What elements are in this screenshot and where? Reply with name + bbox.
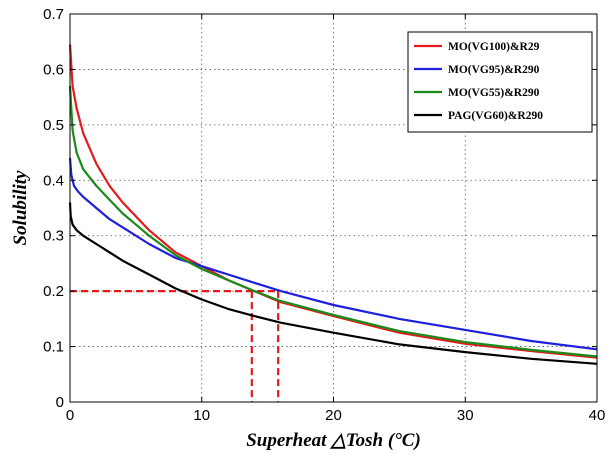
series-lines <box>68 44 598 365</box>
x-tick-label: 10 <box>193 407 210 424</box>
legend-label: PAG(VG60)&R290 <box>448 110 543 122</box>
series-line-4 <box>68 202 598 365</box>
x-axis-label: Superheat △Tosh (°C) <box>246 430 421 451</box>
legend-label: MO(VG55)&R290 <box>448 87 540 99</box>
y-tick-label: 0.7 <box>43 6 64 23</box>
legend-label: MO(VG95)&R290 <box>448 64 540 76</box>
x-tick-label: 40 <box>589 407 606 424</box>
series-line-1 <box>68 44 598 359</box>
x-tick-label: 20 <box>325 407 342 424</box>
axis-ticks: 0 10 20 30 40 0 0.1 0.2 0.3 0.4 0.5 0.6 0.7 <box>43 6 605 424</box>
y-axis-label: Solubility <box>10 170 31 246</box>
x-tick-label: 30 <box>457 407 474 424</box>
y-tick-label: 0.6 <box>43 61 64 78</box>
x-tick-label: 0 <box>66 407 74 424</box>
grid-lines <box>70 14 597 402</box>
y-tick-label: 0.3 <box>43 228 64 245</box>
y-tick-label: 0.5 <box>43 117 64 134</box>
reference-lines <box>70 290 280 402</box>
y-tick-label: 0 <box>56 394 64 411</box>
series-line-3 <box>68 86 598 358</box>
y-tick-label: 0.2 <box>43 283 64 300</box>
legend: MO(VG100)&R29 MO(VG95)&R290 MO(VG55)&R290 P… <box>407 31 593 133</box>
y-tick-label: 0.1 <box>43 339 64 356</box>
y-tick-label: 0.4 <box>43 172 64 189</box>
series-line-2 <box>68 158 598 351</box>
legend-label: MO(VG100)&R29 <box>448 41 540 53</box>
